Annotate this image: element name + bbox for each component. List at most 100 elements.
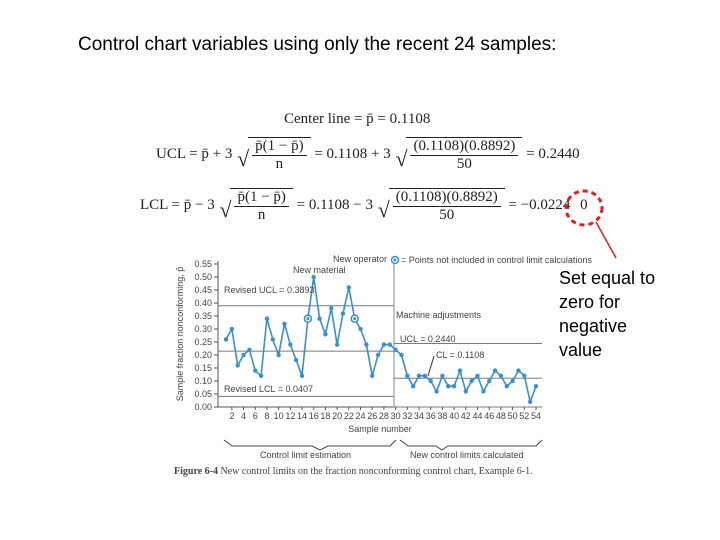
data-point xyxy=(329,306,334,311)
y-axis-label: Sample fraction nonconforming, p̂ xyxy=(175,267,185,402)
data-point xyxy=(276,352,281,358)
x-tick-label: 52 xyxy=(519,411,529,421)
data-point xyxy=(288,342,293,347)
data-point xyxy=(492,368,498,373)
y-tick-label: 0.00 xyxy=(194,402,212,412)
data-point xyxy=(428,378,433,384)
data-point xyxy=(422,373,428,378)
ucl-numerator-2: (0.1108)(0.8892) xyxy=(410,138,519,156)
data-point xyxy=(241,352,246,358)
legend-marker-dot xyxy=(393,258,397,262)
lcl-sqrt: p̄(1 − p̄) n xyxy=(219,188,293,224)
x-tick-label: 34 xyxy=(414,411,424,421)
x-tick-label: 24 xyxy=(356,411,366,421)
x-tick-label: 38 xyxy=(437,411,447,421)
data-point xyxy=(510,378,515,384)
lcl-lhs: LCL = p̄ − 3 xyxy=(140,197,215,214)
ucl-sqrt: p̄(1 − p̄) n xyxy=(237,137,311,173)
x-tick-label: 36 xyxy=(426,411,436,421)
data-point xyxy=(358,326,363,332)
data-point xyxy=(457,368,463,373)
ucl-denominator-2: 50 xyxy=(456,156,472,172)
lcl-formula: LCL = p̄ − 3 p̄(1 − p̄) n = 0.1108 − 3 (… xyxy=(140,188,588,224)
data-point xyxy=(270,337,275,342)
data-point xyxy=(247,347,252,352)
x-axis-label: Sample number xyxy=(348,424,412,434)
new-ucl-label: UCL = 0.2440 xyxy=(400,334,455,344)
data-point xyxy=(393,347,398,352)
data-point xyxy=(282,321,287,326)
lcl-mid: = 0.1108 − 3 xyxy=(296,197,374,214)
x-tick-label: 2 xyxy=(229,411,234,421)
x-tick-label: 16 xyxy=(309,411,319,421)
new-cl-label: CL = 0.1108 xyxy=(436,350,484,360)
new-material-label: New material xyxy=(293,265,346,275)
lcl-numerator: p̄(1 − p̄) xyxy=(234,189,289,207)
y-tick-label: 0.55 xyxy=(194,259,212,269)
data-point xyxy=(253,368,258,373)
ucl-formula: UCL = p̄ + 3 p̄(1 − p̄) n = 0.1108 + 3 (… xyxy=(156,137,580,173)
ucl-numerator: p̄(1 − p̄) xyxy=(252,138,307,156)
data-point xyxy=(475,373,480,378)
data-point xyxy=(364,342,369,347)
lcl-sqrt-2: (0.1108)(0.8892) 50 xyxy=(378,188,505,224)
figure-caption-text: New control limits on the fraction nonco… xyxy=(220,466,533,477)
data-point xyxy=(311,274,316,280)
cl-arrow xyxy=(427,355,435,377)
lcl-denominator: n xyxy=(257,207,266,223)
x-tick-label: 40 xyxy=(449,411,459,421)
lcl-zero: 0 xyxy=(580,197,588,214)
y-tick-label: 0.45 xyxy=(194,285,212,295)
excluded-point xyxy=(353,317,357,321)
bracket-left-label: Control limit estimation xyxy=(260,450,351,460)
figure-caption: Figure 6-4 New control limits on the fra… xyxy=(174,466,554,478)
data-point xyxy=(299,373,305,378)
ucl-fraction: p̄(1 − p̄) n xyxy=(252,138,307,173)
center-line-formula: Center line = p̄ = 0.1108 xyxy=(284,111,431,127)
bracket-right xyxy=(399,439,543,451)
figure-number: Figure 6-4 xyxy=(174,466,218,477)
data-point xyxy=(504,384,509,389)
lcl-result: = −0.0224 xyxy=(508,197,571,214)
x-tick-label: 14 xyxy=(297,411,307,421)
lcl-denominator-2: 50 xyxy=(439,207,455,223)
x-tick-label: 6 xyxy=(253,411,258,421)
machine-adjustments-label: Machine adjustments xyxy=(396,310,482,320)
revised-lcl-label: Revised LCL = 0.0407 xyxy=(224,384,313,394)
data-point xyxy=(481,389,486,394)
x-tick-label: 54 xyxy=(531,411,541,421)
data-point xyxy=(533,384,539,389)
x-tick-label: 42 xyxy=(461,411,471,421)
data-point xyxy=(434,389,439,394)
data-point xyxy=(416,373,422,378)
data-point xyxy=(323,332,328,337)
data-point xyxy=(469,378,474,384)
x-tick-label: 8 xyxy=(264,411,269,421)
x-tick-label: 12 xyxy=(285,411,295,421)
data-point xyxy=(264,316,270,321)
x-tick-label: 4 xyxy=(241,411,246,421)
x-tick-label: 10 xyxy=(274,411,284,421)
y-tick-label: 0.35 xyxy=(194,311,212,321)
data-point xyxy=(370,373,375,378)
data-point xyxy=(440,373,445,378)
x-tick-label: 28 xyxy=(379,411,389,421)
bracket-left xyxy=(223,439,397,451)
lcl-fraction-2: (0.1108)(0.8892) 50 xyxy=(392,189,501,224)
data-point xyxy=(399,352,404,358)
x-tick-label: 18 xyxy=(320,411,330,421)
y-tick-label: 0.40 xyxy=(194,298,212,308)
lcl-numerator-2: (0.1108)(0.8892) xyxy=(392,189,501,207)
data-point xyxy=(346,285,352,290)
data-point xyxy=(235,363,240,368)
data-point xyxy=(463,389,469,394)
revised-ucl-label: Revised UCL = 0.3893 xyxy=(224,285,314,295)
x-tick-label: 44 xyxy=(473,411,483,421)
data-point xyxy=(405,373,410,378)
x-tick-label: 46 xyxy=(484,411,494,421)
x-tick-label: 50 xyxy=(508,411,518,421)
data-point xyxy=(451,384,457,389)
y-tick-label: 0.30 xyxy=(194,324,212,334)
legend-text: = Points not included in control limit c… xyxy=(401,255,592,265)
